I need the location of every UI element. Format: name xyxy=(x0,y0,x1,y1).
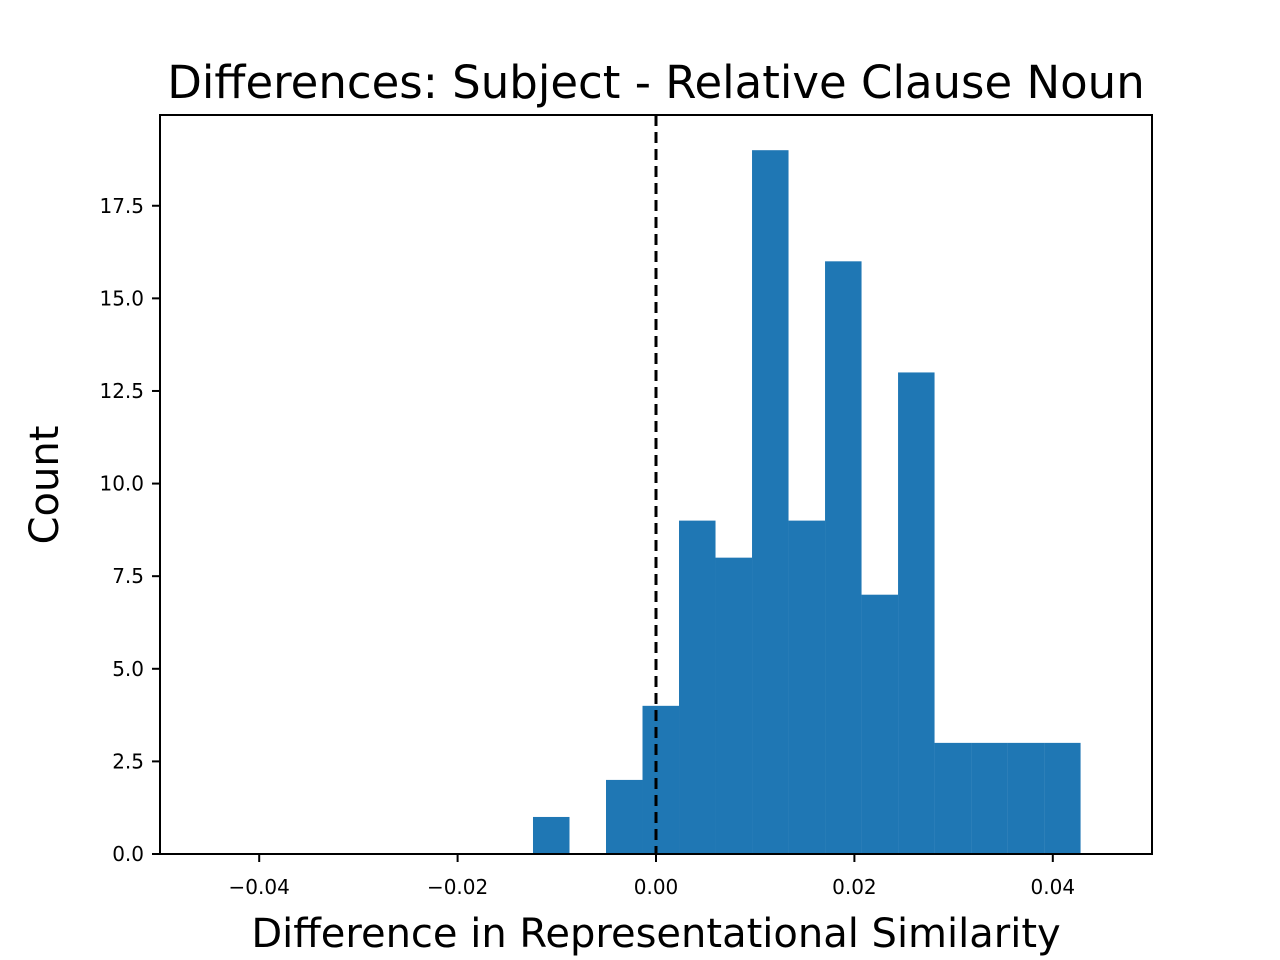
x-tick-label: 0.04 xyxy=(1031,875,1076,899)
histogram-bar-8 xyxy=(861,594,899,854)
histogram-bar-5 xyxy=(752,150,789,854)
histogram-bar-3 xyxy=(679,520,716,854)
y-tick-label: 5.0 xyxy=(112,657,144,681)
y-tick-label: 15.0 xyxy=(99,286,144,310)
histogram-bar-7 xyxy=(825,261,862,854)
x-tick-label: −0.04 xyxy=(229,875,290,899)
y-tick-label: 12.5 xyxy=(99,379,144,403)
histogram-bar-0 xyxy=(532,816,570,854)
histogram-bar-4 xyxy=(715,557,753,854)
x-axis-ticks: −0.04 −0.02 0.00 0.02 0.04 xyxy=(229,854,1076,899)
histogram-bar-9 xyxy=(898,372,935,854)
histogram-bars xyxy=(532,150,1081,854)
histogram-bar-13 xyxy=(1044,742,1081,854)
histogram-bar-11 xyxy=(971,742,1008,854)
y-axis-label: Count xyxy=(22,426,68,545)
chart-title: Differences: Subject - Relative Clause N… xyxy=(167,56,1144,109)
y-tick-label: 10.0 xyxy=(99,472,144,496)
histogram-bar-10 xyxy=(934,742,972,854)
histogram-bar-12 xyxy=(1007,742,1045,854)
y-tick-label: 7.5 xyxy=(112,564,144,588)
x-tick-label: 0.02 xyxy=(832,875,877,899)
x-tick-label: −0.02 xyxy=(427,875,488,899)
y-tick-label: 17.5 xyxy=(99,194,144,218)
x-axis-label: Difference in Representational Similarit… xyxy=(251,911,1060,957)
histogram-bar-1 xyxy=(606,779,643,854)
x-tick-label: 0.00 xyxy=(634,875,679,899)
histogram-bar-2 xyxy=(642,705,680,854)
histogram-bar-6 xyxy=(788,520,826,854)
y-axis-ticks: 0.0 2.5 5.0 7.5 10.0 12.5 15.0 17.5 xyxy=(99,194,160,866)
y-tick-label: 2.5 xyxy=(112,749,144,773)
y-tick-label: 0.0 xyxy=(112,842,144,866)
